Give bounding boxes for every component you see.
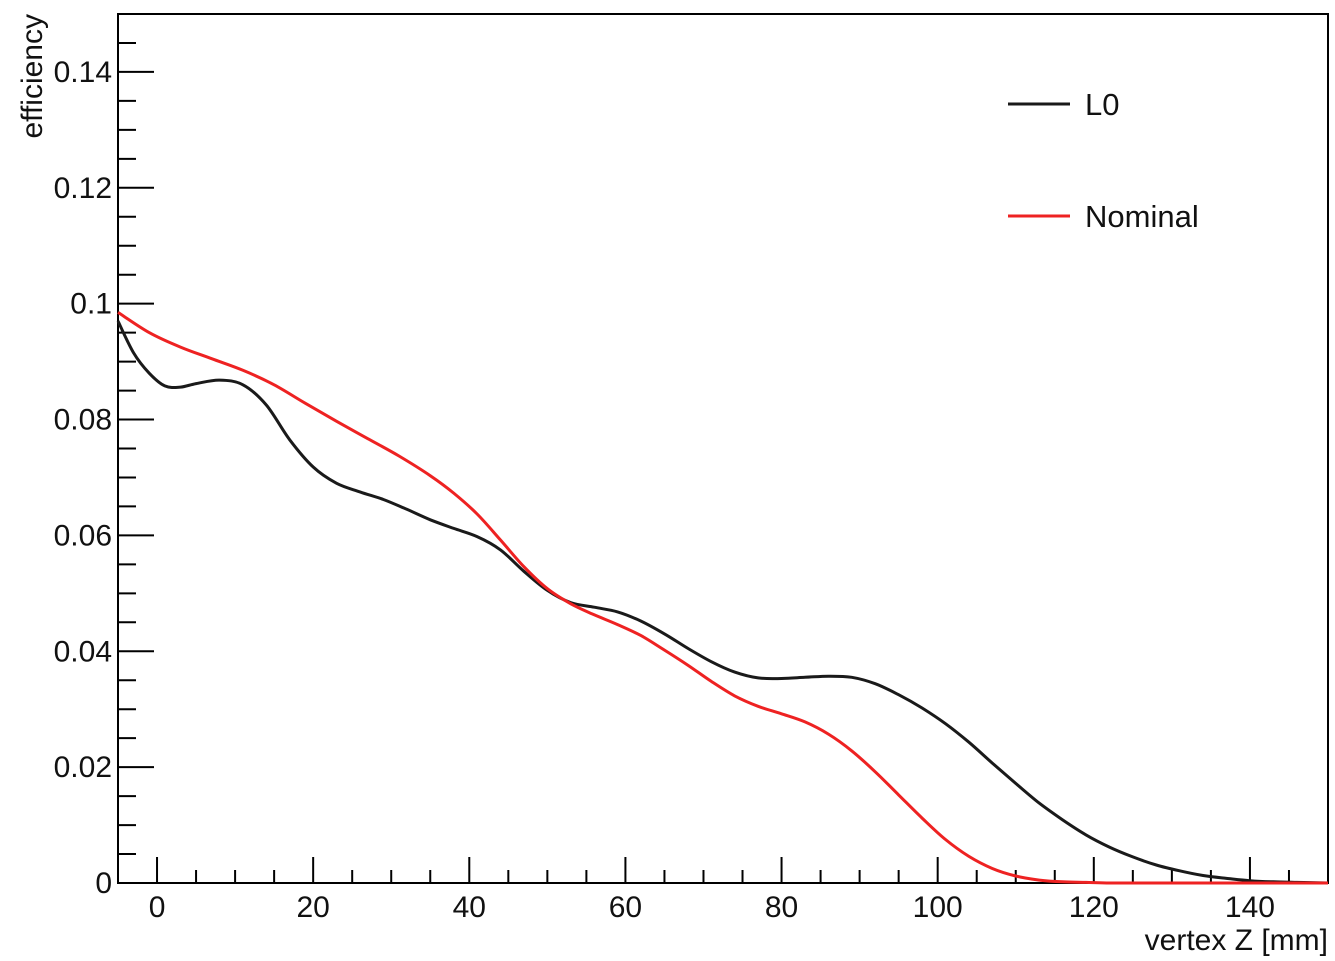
legend-label-l0: L0 (1085, 87, 1119, 122)
x-tick-label: 80 (765, 891, 798, 924)
x-tick-label: 100 (913, 891, 963, 924)
legend: L0 Nominal (1008, 87, 1199, 234)
y-tick-label: 0.06 (54, 519, 112, 552)
x-axis-title: vertex Z [mm] (1145, 924, 1328, 957)
y-axis-tick-labels: 0 0.02 0.04 0.06 0.08 0.1 0.12 0.14 (54, 56, 112, 900)
series-lines (116, 311, 1329, 885)
y-tick-label: 0.02 (54, 751, 112, 784)
x-tick-label: 40 (453, 891, 486, 924)
x-tick-label: 120 (1069, 891, 1119, 924)
y-tick-label: 0.04 (54, 635, 112, 668)
series-line-nominal (117, 311, 1328, 885)
y-tick-label: 0.14 (54, 56, 112, 89)
y-axis-title: efficiency (16, 14, 49, 139)
x-tick-label: 0 (149, 891, 166, 924)
y-tick-label: 0.08 (54, 404, 112, 437)
y-tick-label: 0.12 (54, 172, 112, 205)
x-axis-tick-labels: 0 20 40 60 80 100 120 140 (149, 891, 1275, 924)
y-axis-ticks (118, 13, 154, 884)
legend-label-nominal: Nominal (1085, 199, 1199, 234)
x-tick-label: 140 (1225, 891, 1275, 924)
series-line-l0 (116, 320, 1329, 885)
y-tick-label: 0 (95, 867, 112, 900)
x-tick-label: 60 (609, 891, 642, 924)
plot-frame (117, 13, 1329, 884)
x-axis-ticks (117, 857, 1329, 883)
x-tick-label: 20 (296, 891, 329, 924)
y-tick-label: 0.1 (70, 288, 112, 321)
